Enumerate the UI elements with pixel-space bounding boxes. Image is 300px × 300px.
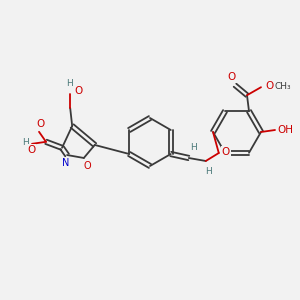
Text: OH: OH bbox=[277, 125, 293, 135]
Text: O: O bbox=[27, 145, 35, 155]
Text: O: O bbox=[265, 81, 273, 91]
Text: O: O bbox=[83, 161, 91, 171]
Text: O: O bbox=[74, 86, 82, 96]
Text: CH₃: CH₃ bbox=[275, 82, 291, 91]
Text: O: O bbox=[228, 72, 236, 82]
Text: O: O bbox=[222, 147, 230, 157]
Text: N: N bbox=[62, 158, 70, 168]
Text: H: H bbox=[190, 143, 197, 152]
Text: H: H bbox=[22, 138, 28, 147]
Text: H: H bbox=[66, 79, 73, 88]
Text: O: O bbox=[36, 119, 44, 129]
Text: H: H bbox=[206, 167, 212, 176]
